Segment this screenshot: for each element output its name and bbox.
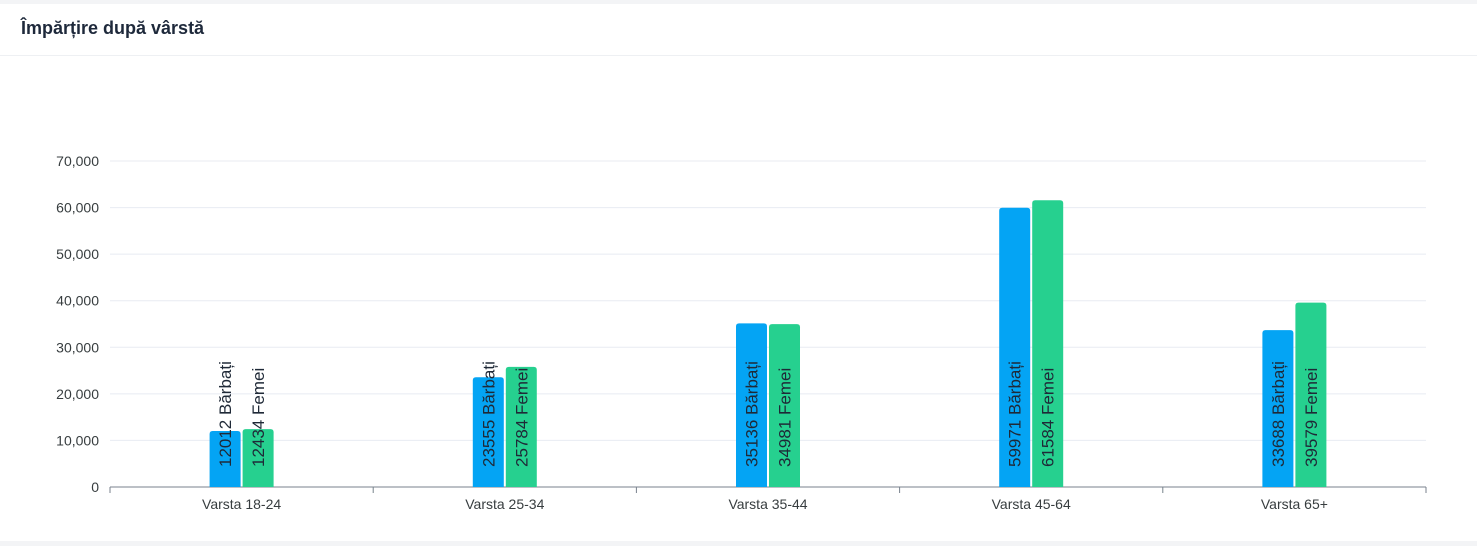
bar-femei[interactable] xyxy=(242,429,274,487)
bar-femei[interactable] xyxy=(1032,200,1064,487)
bar-brbai[interactable] xyxy=(472,377,504,487)
chart-area: 0 10,000 20,000 30,000 40,000 50,000 60,000 70,… xyxy=(0,57,1477,541)
data-label: 59971 Bărbați xyxy=(1006,361,1025,467)
y-tick-label: 40,000 xyxy=(56,293,99,309)
data-label: 39579 Femei xyxy=(1302,368,1321,467)
y-tick-label: 70,000 xyxy=(56,153,99,169)
data-label: 35136 Bărbați xyxy=(743,361,762,467)
card-title: Împărțire după vârstă xyxy=(21,17,205,38)
y-tick-label: 10,000 xyxy=(56,432,99,448)
bar-brbai[interactable] xyxy=(209,431,241,487)
bar-femei[interactable] xyxy=(1295,302,1327,487)
data-label: 25784 Femei xyxy=(512,368,531,467)
x-tick-label: Varsta 18-24 xyxy=(202,496,281,512)
data-label: 23555 Bărbați xyxy=(479,361,498,467)
x-tick-label: Varsta 35-44 xyxy=(728,496,807,512)
data-label: 33688 Bărbați xyxy=(1269,361,1288,467)
y-tick-label: 30,000 xyxy=(56,339,99,355)
data-label: 12434 Femei xyxy=(249,368,268,467)
data-label: 34981 Femei xyxy=(776,368,795,467)
card-header: Împărțire după vârstă xyxy=(0,4,1477,56)
bar-femei[interactable] xyxy=(769,324,800,487)
data-label: 12012 Bărbați xyxy=(216,361,235,467)
bar-femei[interactable] xyxy=(505,366,537,487)
bar-brbai[interactable] xyxy=(999,207,1031,487)
y-tick-label: 60,000 xyxy=(56,200,99,216)
x-tick-label: Varsta 65+ xyxy=(1261,496,1328,512)
data-label: 61584 Femei xyxy=(1039,368,1058,467)
bar-brbai[interactable] xyxy=(736,323,767,487)
bar-brbai[interactable] xyxy=(1262,330,1294,487)
y-tick-label: 0 xyxy=(91,479,99,495)
y-tick-label: 20,000 xyxy=(56,386,99,402)
x-tick-label: Varsta 25-34 xyxy=(465,496,544,512)
age-breakdown-card: Împărțire după vârstă 0 10,000 20,000 30,00… xyxy=(0,4,1477,541)
y-tick-label: 50,000 xyxy=(56,246,99,262)
bar-chart: 0 10,000 20,000 30,000 40,000 50,000 60,000 70,… xyxy=(56,153,1427,512)
x-tick-label: Varsta 45-64 xyxy=(992,496,1071,512)
